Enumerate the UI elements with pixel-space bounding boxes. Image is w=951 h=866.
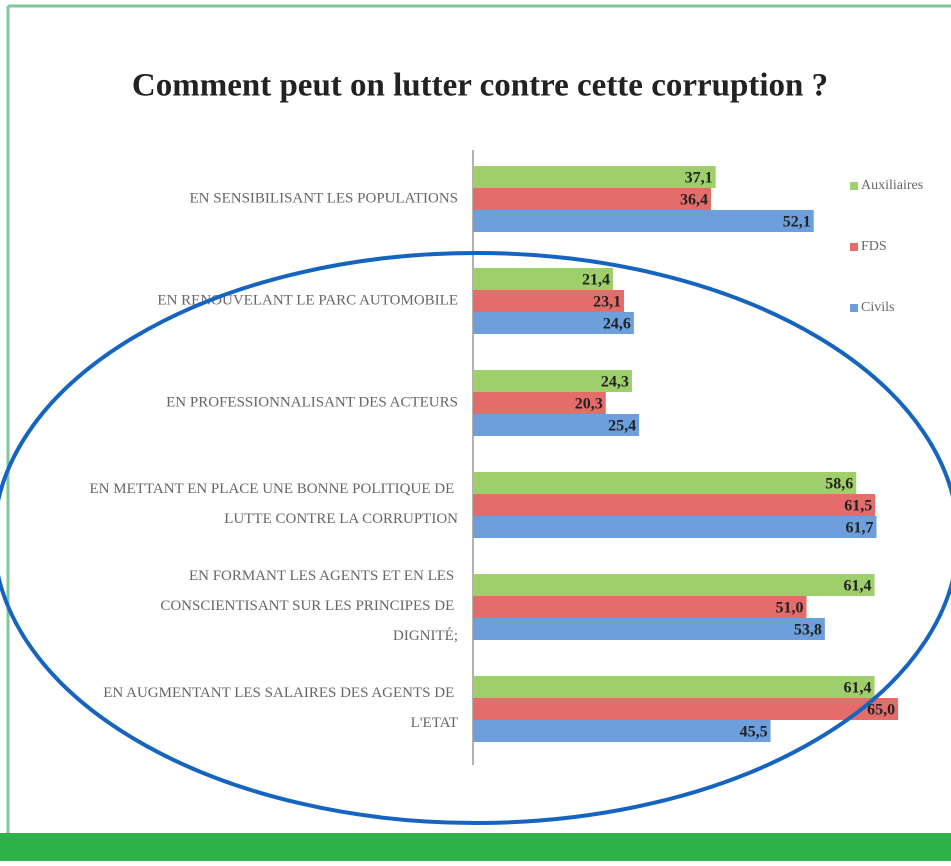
category-label: EN SENSIBILISANT LES POPULATIONS — [190, 190, 459, 206]
data-label: 24,6 — [603, 316, 631, 333]
data-label: 61,4 — [844, 578, 872, 595]
bar — [473, 414, 640, 436]
data-label: 23,1 — [593, 294, 621, 311]
plot: EN SENSIBILISANT LES POPULATIONS 37,1 36,4… — [90, 166, 923, 742]
category-label: EN AUGMENTANT LES SALAIRES DES AGENTS DE… — [103, 685, 458, 731]
data-label: 45,5 — [740, 724, 768, 741]
legend-swatch — [850, 243, 858, 251]
footer-band — [0, 833, 951, 861]
highlight-ellipse — [0, 251, 951, 825]
legend-label: FDS — [861, 239, 887, 254]
bar — [473, 676, 875, 698]
data-label: 20,3 — [575, 396, 603, 413]
data-label: 21,4 — [582, 272, 610, 289]
category-label: EN PROFESSIONNALISANT DES ACTEURS — [166, 394, 458, 410]
data-label: 37,1 — [685, 170, 713, 187]
data-label: 52,1 — [783, 214, 811, 231]
data-label: 61,5 — [844, 498, 872, 515]
bar — [473, 268, 613, 290]
bar — [473, 698, 899, 720]
data-label: 61,4 — [844, 680, 872, 697]
legend-swatch — [850, 182, 858, 190]
chart-title: Comment peut on lutter contre cette corr… — [132, 68, 828, 104]
bar — [473, 516, 877, 538]
bar — [473, 574, 875, 596]
bar — [473, 290, 625, 312]
data-label: 24,3 — [601, 374, 629, 391]
category-label: EN METTANT EN PLACE UNE BONNE POLITIQUE … — [90, 481, 459, 527]
bar — [473, 494, 876, 516]
data-label: 53,8 — [794, 622, 822, 639]
bar — [473, 720, 771, 742]
data-label: 25,4 — [608, 418, 636, 435]
bar — [473, 596, 807, 618]
bar — [473, 312, 634, 334]
bar — [473, 210, 814, 232]
legend-label: Auxiliaires — [861, 178, 923, 193]
bar — [473, 392, 606, 414]
bar — [473, 618, 825, 640]
bar — [473, 166, 716, 188]
legend-label: Civils — [861, 300, 894, 315]
data-label: 65,0 — [867, 702, 895, 719]
data-label: 61,7 — [846, 520, 874, 537]
bar — [473, 370, 632, 392]
data-label: 58,6 — [825, 476, 853, 493]
data-label: 51,0 — [776, 600, 804, 617]
bar — [473, 472, 857, 494]
category-label: EN RENOUVELANT LE PARC AUTOMOBILE — [157, 292, 458, 308]
legend-swatch — [850, 304, 858, 312]
bar — [473, 188, 712, 210]
category-label: EN FORMANT LES AGENTS ET EN LES CONSCIEN… — [160, 568, 458, 644]
data-label: 36,4 — [680, 192, 708, 209]
